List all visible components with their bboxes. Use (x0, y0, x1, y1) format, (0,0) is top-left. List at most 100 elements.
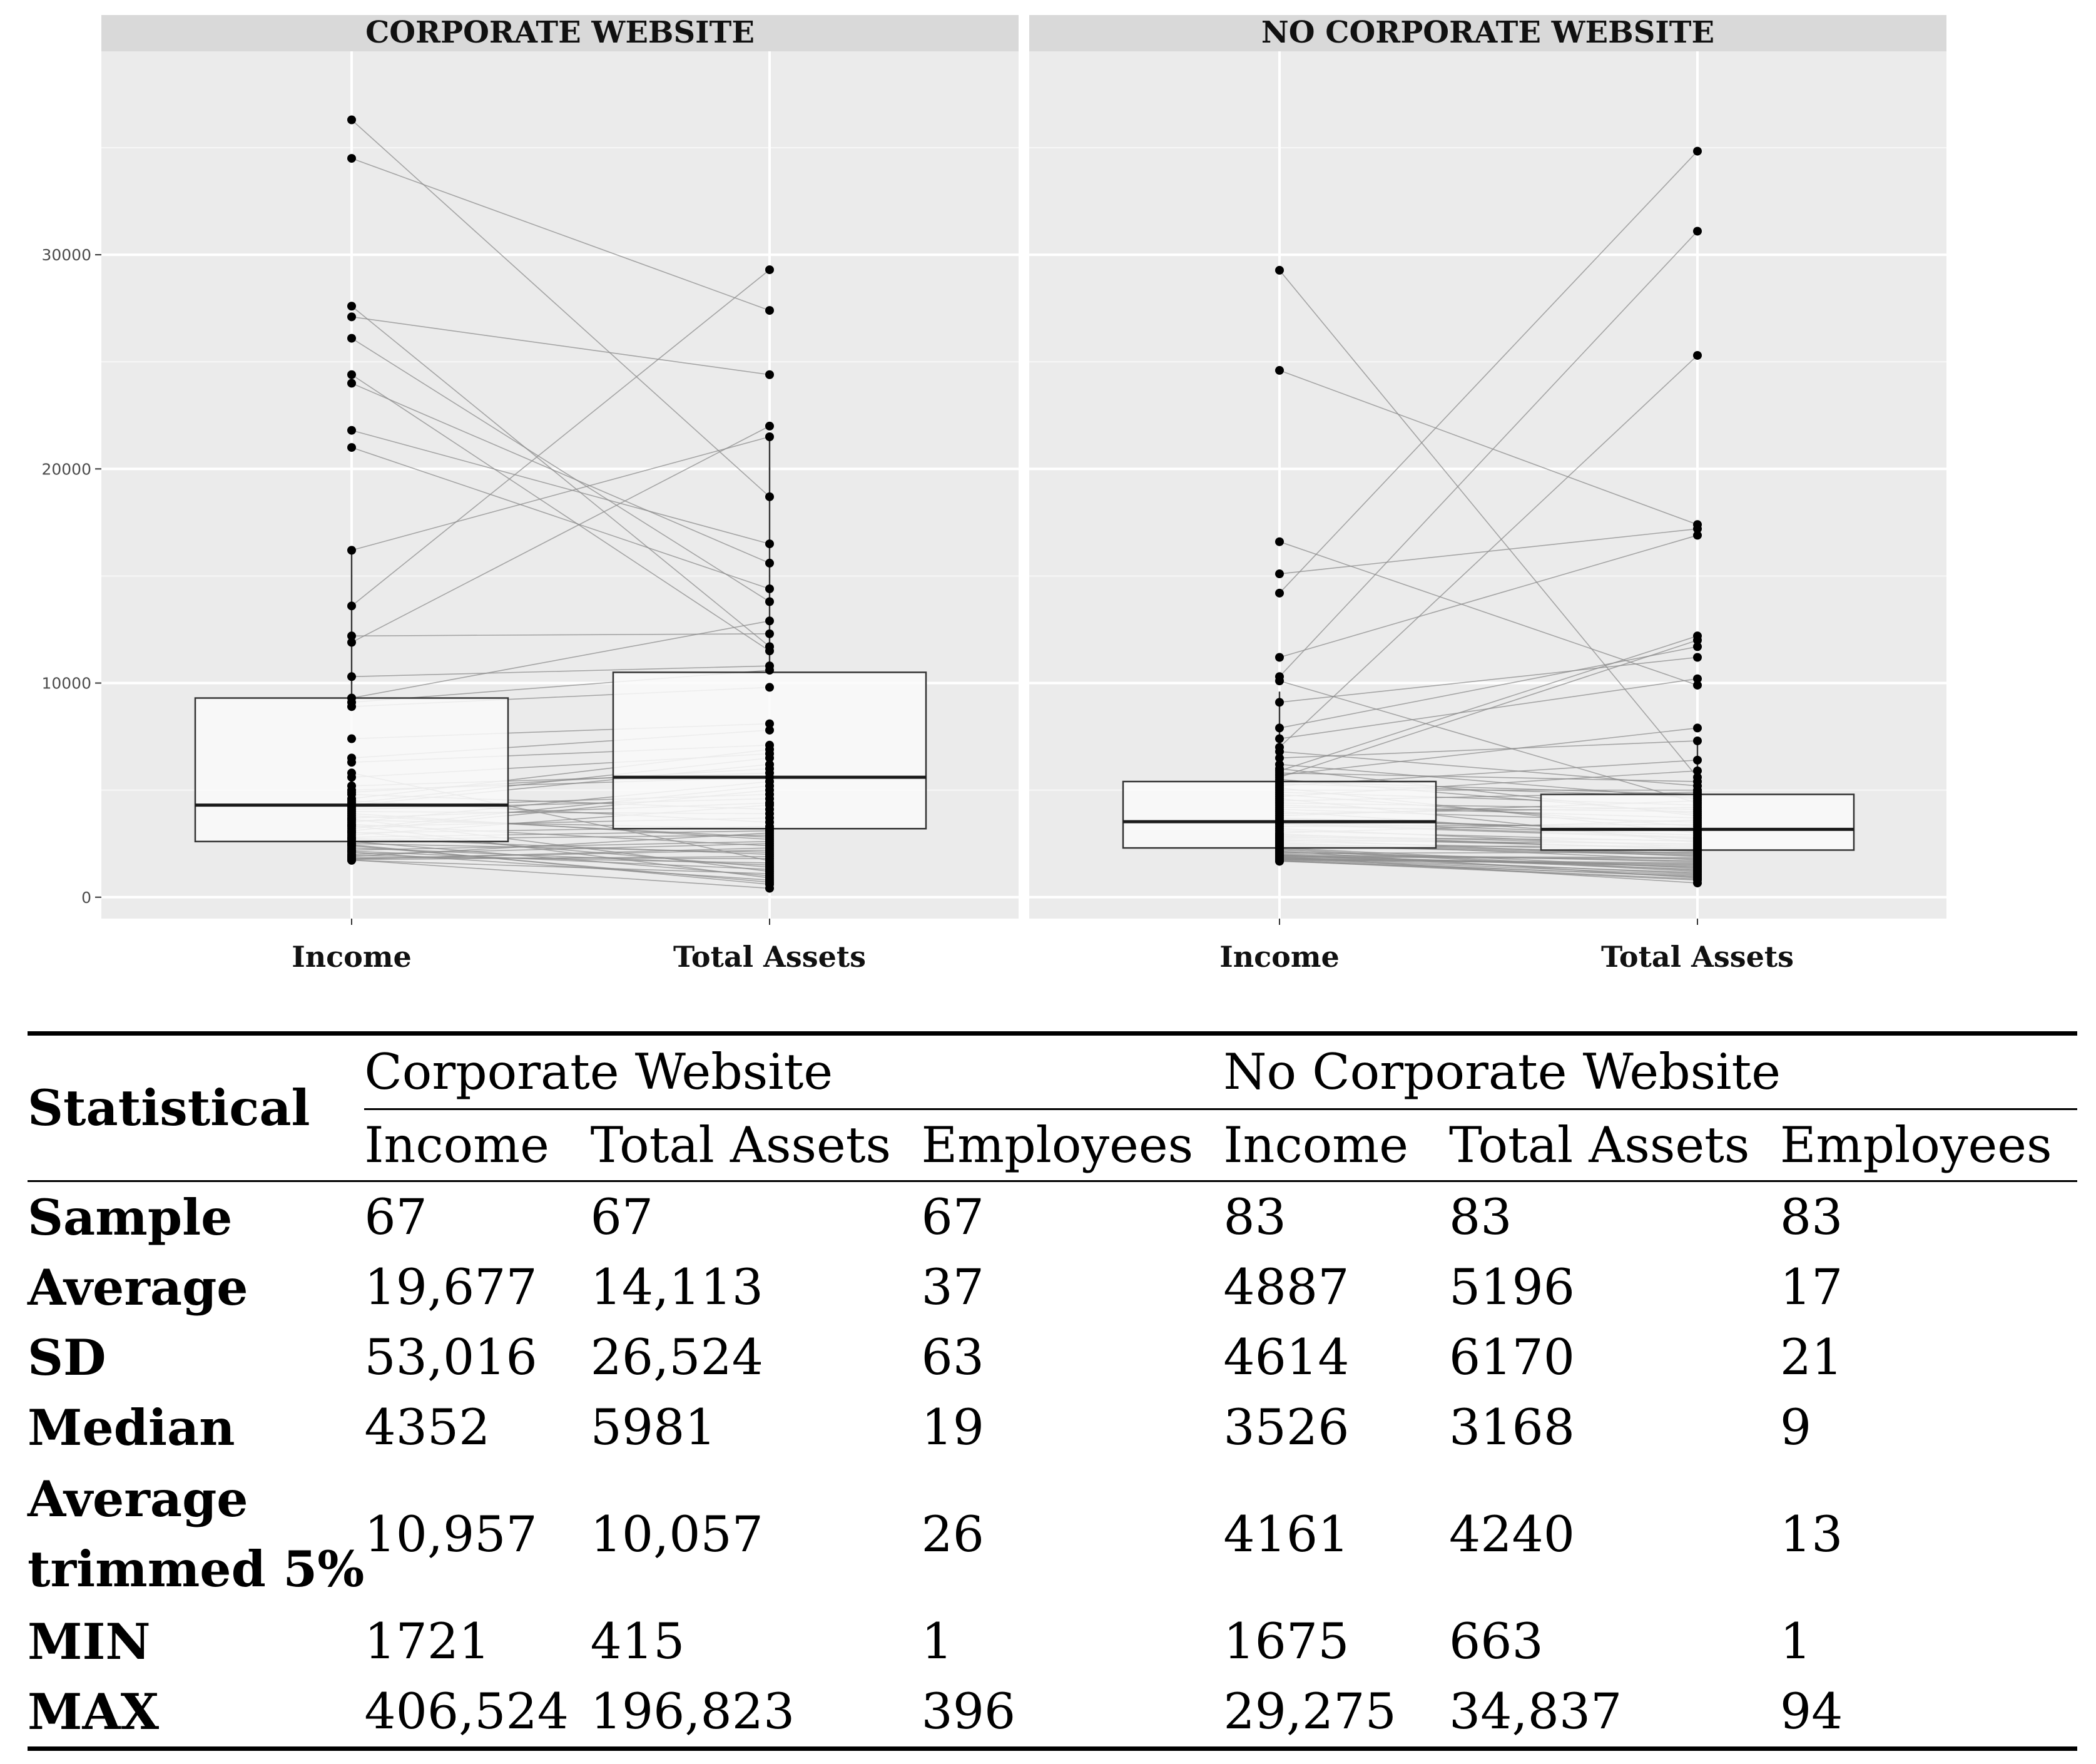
x-axis: Income Total Assets (292, 919, 866, 974)
column-header: Income (364, 1109, 591, 1182)
table-cell: 14,113 (590, 1258, 763, 1316)
table-cell: 26,524 (590, 1328, 763, 1386)
table-column-header-row: Income Total Assets Employees Income Tot… (28, 1109, 2077, 1182)
data-point (347, 638, 356, 647)
paired-line (351, 855, 770, 860)
data-point (347, 672, 356, 681)
data-point (765, 629, 774, 638)
row-label-line: trimmed 5% (28, 1540, 365, 1598)
table-cell: 94 (1779, 1676, 2077, 1751)
paired-line (351, 859, 770, 889)
data-point (347, 426, 356, 435)
table-cell: 83 (1223, 1188, 1286, 1246)
data-point (1275, 857, 1284, 866)
paired-line (1279, 646, 1698, 729)
table-row: Average trimmed 5% 10,957 10,057 26 4161 4240 1… (28, 1462, 2077, 1606)
data-point (765, 492, 774, 501)
data-point (765, 421, 774, 431)
data-point (1275, 753, 1284, 763)
table-cell: 26 (921, 1506, 985, 1563)
row-label: MAX (28, 1676, 365, 1751)
table-cell: 19,677 (364, 1258, 537, 1316)
paired-line (351, 832, 770, 857)
data-point (347, 443, 356, 452)
paired-line (351, 665, 770, 678)
stub-header: Statistical (28, 1033, 365, 1182)
data-point (765, 753, 774, 763)
table-cell: 1 (1779, 1613, 1812, 1670)
paired-line (351, 119, 770, 497)
data-point (1693, 755, 1702, 765)
table-cell: 37 (921, 1258, 985, 1316)
data-point (1693, 723, 1702, 733)
data-point (1693, 879, 1702, 888)
paired-line (1279, 856, 1698, 859)
paired-line (351, 158, 770, 311)
row-label: Sample (28, 1188, 233, 1247)
data-point (765, 646, 774, 656)
data-point (1693, 636, 1702, 645)
plot-background (1029, 51, 1946, 919)
x-tick-label: Income (1219, 940, 1340, 974)
data-point (1275, 569, 1284, 579)
table-cell: 83 (1448, 1188, 1512, 1246)
data-point (1275, 747, 1284, 757)
table-row: MIN 1721 415 1 1675 663 1 (28, 1606, 2077, 1676)
table-cell: 196,823 (590, 1676, 922, 1751)
paired-line (1279, 541, 1698, 686)
data-point (347, 312, 356, 322)
paired-line (1279, 270, 1698, 778)
points (347, 115, 774, 893)
paired-line (351, 845, 770, 883)
data-point (1693, 642, 1702, 651)
table-cell: 1721 (364, 1613, 491, 1670)
table-cell: 396 (921, 1676, 1224, 1751)
table-cell: 5981 (590, 1399, 716, 1456)
paired-line (351, 843, 770, 853)
data-point (347, 601, 356, 611)
table-cell: 3526 (1223, 1399, 1350, 1456)
data-point (765, 666, 774, 675)
paired-line (351, 620, 770, 699)
table-cell: 1675 (1223, 1613, 1350, 1670)
paired-line (1279, 727, 1698, 776)
data-point (1693, 531, 1702, 540)
data-point (1275, 265, 1284, 275)
paired-line (1279, 763, 1698, 800)
paired-line (351, 860, 770, 874)
paired-line (1279, 852, 1698, 854)
column-header: Employees (1779, 1109, 2077, 1182)
boxplot-chart: CORPORATE WEBSITE Income Total Assets NO … (41, 15, 1946, 974)
paired-line (1279, 855, 1698, 859)
strip-background (1029, 15, 1946, 51)
table-group-header-row: Statistical Corporate Website No Corpora… (28, 1033, 2077, 1182)
data-point (1275, 698, 1284, 707)
y-tick-label: 0 (81, 889, 91, 907)
panel-title: NO CORPORATE WEBSITE (1261, 15, 1714, 50)
table-row: SD 53,016 26,524 63 4614 6170 21 (28, 1322, 2077, 1392)
column-header: Total Assets (1448, 1109, 1780, 1182)
paired-line (1279, 680, 1698, 803)
x-tick-label: Income (292, 940, 412, 974)
paired-line (351, 847, 770, 866)
data-point (1275, 653, 1284, 662)
paired-line (351, 316, 770, 375)
x-tick-label: Total Assets (673, 940, 866, 974)
table-cell: 406,524 (364, 1676, 591, 1751)
y-tick-label: 20000 (41, 460, 91, 478)
paired-line (351, 305, 770, 647)
paired-line (1279, 859, 1698, 864)
data-point (765, 884, 774, 893)
table-row: Median 4352 5981 19 3526 3168 9 (28, 1392, 2077, 1462)
row-label: Median (28, 1398, 235, 1457)
data-point (765, 616, 774, 626)
data-point (1693, 766, 1702, 775)
group-header-no-corporate: No Corporate Website (1223, 1033, 2077, 1110)
table-cell: 415 (590, 1613, 685, 1670)
paired-line (1279, 640, 1698, 778)
table-cell: 4161 (1223, 1506, 1350, 1563)
paired-line (1279, 772, 1698, 782)
data-point (1693, 350, 1702, 360)
table-cell: 34,837 (1448, 1676, 1780, 1751)
x-tick-label: Total Assets (1601, 940, 1794, 974)
